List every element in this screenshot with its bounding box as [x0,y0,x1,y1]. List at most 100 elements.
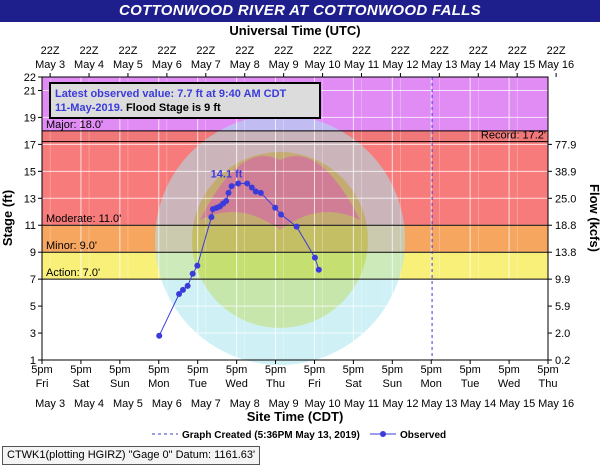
data-point [315,266,322,273]
bottom-tick-time: 5pm [304,364,325,376]
bottom-tick-date: May 13 [421,398,457,410]
noaa-watermark [155,115,405,365]
top-tick-time: 22Z [508,45,527,57]
data-point [184,282,191,289]
top-tick-time: 22Z [469,45,488,57]
chart-title: COTTONWOOD RIVER AT COTTONWOOD FALLS [0,0,600,22]
bottom-tick-dow: Fri [308,378,321,390]
y-tick-label: 3 [30,328,36,340]
bottom-tick-date: May 9 [269,398,299,410]
data-point [208,214,215,221]
bottom-tick-dow: Thu [266,378,285,390]
data-point [225,189,232,196]
infobox-line2: 11-May-2019. Flood Stage is 9 ft [55,102,221,114]
bottom-tick-date: May 8 [230,398,260,410]
data-point [179,286,186,293]
top-tick-date: May 9 [269,59,299,71]
y-tick-label: 22 [24,72,36,84]
data-point [228,183,235,190]
bottom-tick-time: 5pm [421,364,442,376]
bottom-tick-time: 5pm [537,364,558,376]
y-tick-label: 11 [25,220,36,232]
top-tick-time: 22Z [274,45,293,57]
bottom-tick-date: May 5 [113,398,143,410]
bottom-tick-dow: Sat [345,378,362,390]
data-point [311,254,318,261]
bottom-tick-dow: Mon [148,378,169,390]
data-point [248,184,255,191]
data-point [272,204,279,211]
top-tick-time: 22Z [391,45,410,57]
y2-tick-label: 0.2 [555,355,570,367]
y-tick-label: 19 [24,112,36,124]
x-axis-top-ticks: 22Z May 3 22Z May 4 22Z May 5 22Z May 6 22Z May 7… [35,45,574,77]
y2-tick-label: 9.9 [555,274,570,286]
bottom-tick-dow: Sat [73,378,90,390]
data-point [278,211,285,218]
bottom-tick-time: 5pm [459,364,480,376]
bottom-tick-time: 5pm [148,364,169,376]
data-point [252,188,259,195]
bottom-tick-dow: Tue [188,378,207,390]
bottom-tick-dow: Wed [225,378,247,390]
y-tick-label: 9 [30,247,36,259]
top-tick-time: 22Z [80,45,99,57]
bottom-tick-date: May 6 [152,398,182,410]
bottom-tick-date: May 4 [74,398,104,410]
y2-tick-label: 25.0 [555,193,576,205]
plot-frame [41,76,549,361]
top-tick-time: 22Z [313,45,332,57]
bottom-tick-date: May 14 [460,398,496,410]
y2-tick-label: 2.0 [555,328,570,340]
y2-tick-label: 13.8 [555,247,576,259]
category-label-minor: Minor: 9.0' [46,240,97,252]
bottom-tick-date: May 7 [191,398,221,410]
y-tick-label: 1 [30,355,36,367]
bottom-tick-time: 5pm [187,364,208,376]
top-tick-date: May 5 [113,59,143,71]
data-point [257,189,264,196]
watermark-bird [200,156,360,230]
y2-tick-label: 77.9 [555,139,576,151]
infobox-date: 11-May-2019. [55,102,123,114]
top-tick-date: May 15 [499,59,535,71]
top-tick-time: 22Z [41,45,60,57]
bottom-tick-time: 5pm [265,364,286,376]
y-axis-right-ticks: 77.9 38.9 25.0 18.8 13.8 9.9 5.9 2.0 0.2 [548,139,576,367]
top-tick-date: May 4 [74,59,104,71]
category-label-action: Action: 7.0' [46,267,100,279]
category-label-moderate: Moderate: 11.0' [46,213,121,225]
watermark-inner-disc [192,152,368,328]
top-tick-time: 22Z [118,45,137,57]
y2-tick-label: 38.9 [555,166,576,178]
infobox-frame [49,82,321,119]
top-tick-time: 22Z [157,45,176,57]
bottom-tick-dow: Sun [383,378,403,390]
top-tick-date: May 3 [35,59,65,71]
top-tick-time: 22Z [235,45,254,57]
legend-observed-label: Observed [400,430,446,441]
bottom-tick-dow: Fri [36,378,49,390]
legend: Graph Created (5:36PM May 13, 2019) Obse… [152,430,446,441]
legend-created-label: Graph Created (5:36PM May 13, 2019) [182,430,360,441]
bottom-axis-title: Site Time (CDT) [247,409,344,424]
peak-label: 14.1 ft [211,168,243,180]
top-tick-time: 22Z [547,45,566,57]
bottom-tick-dow: Thu [539,378,558,390]
y-tick-label: 17 [24,139,36,151]
top-axis-title: Universal Time (UTC) [229,23,360,38]
bottom-tick-dow: Sun [110,378,130,390]
top-tick-date: May 10 [305,59,341,71]
data-point [189,270,196,277]
bottom-tick-date: May 12 [382,398,418,410]
y-tick-label: 13 [24,193,36,205]
bottom-tick-date: May 11 [344,398,379,410]
top-tick-date: May 7 [191,59,221,71]
top-tick-date: May 12 [382,59,418,71]
bottom-tick-date: May 16 [538,398,574,410]
bottom-tick-date: May 15 [499,398,535,410]
bottom-tick-date: May 3 [35,398,65,410]
top-tick-date: May 11 [344,59,379,71]
y-tick-label: 5 [30,301,36,313]
